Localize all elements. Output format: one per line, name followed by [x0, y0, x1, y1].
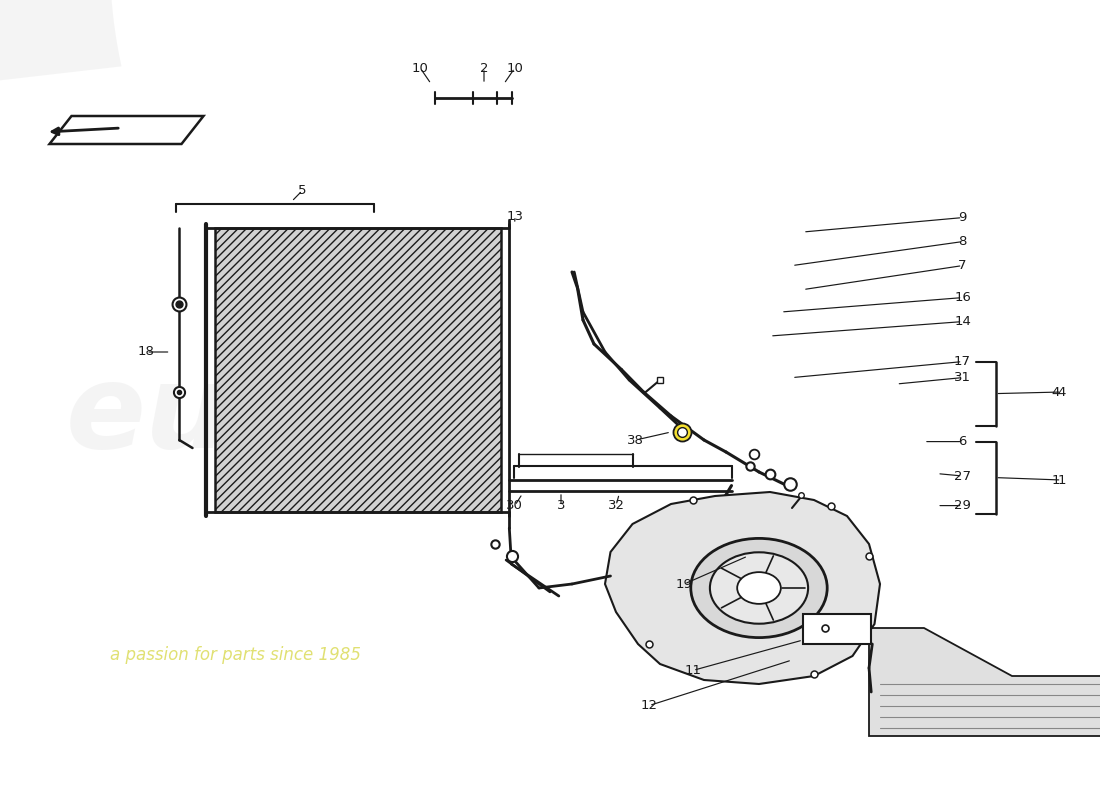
Circle shape — [710, 552, 808, 624]
Text: 38: 38 — [627, 434, 645, 446]
Text: 8: 8 — [958, 235, 967, 248]
Text: 13: 13 — [506, 210, 524, 222]
Text: 9: 9 — [958, 211, 967, 224]
Text: 19: 19 — [675, 578, 693, 590]
Text: 30: 30 — [506, 499, 524, 512]
Text: 14: 14 — [954, 315, 971, 328]
Polygon shape — [869, 628, 1100, 736]
Polygon shape — [605, 492, 880, 684]
Text: 12: 12 — [640, 699, 658, 712]
Text: euro: euro — [66, 358, 370, 473]
Text: 7: 7 — [958, 259, 967, 272]
Text: 6: 6 — [958, 435, 967, 448]
Text: 10: 10 — [411, 62, 429, 74]
Text: 5: 5 — [298, 184, 307, 197]
Polygon shape — [50, 116, 204, 144]
Bar — [803, 614, 871, 644]
Polygon shape — [214, 228, 500, 512]
Text: 17: 17 — [954, 355, 971, 368]
Text: 4: 4 — [1057, 386, 1066, 398]
Text: a passion for parts since 1985: a passion for parts since 1985 — [110, 646, 361, 664]
Text: 32: 32 — [607, 499, 625, 512]
Text: 11: 11 — [684, 664, 702, 677]
Text: 27: 27 — [954, 470, 971, 482]
Text: 3: 3 — [557, 499, 565, 512]
Text: 1: 1 — [1057, 474, 1066, 486]
Text: 31: 31 — [954, 371, 971, 384]
Text: 29: 29 — [954, 499, 971, 512]
Text: 1: 1 — [1052, 474, 1060, 486]
Polygon shape — [0, 0, 899, 98]
Circle shape — [691, 538, 827, 638]
Text: 4: 4 — [1052, 386, 1060, 398]
Circle shape — [737, 572, 781, 604]
Text: 16: 16 — [954, 291, 971, 304]
Text: 10: 10 — [506, 62, 524, 74]
Text: 18: 18 — [138, 346, 155, 358]
Text: 2: 2 — [480, 62, 488, 74]
